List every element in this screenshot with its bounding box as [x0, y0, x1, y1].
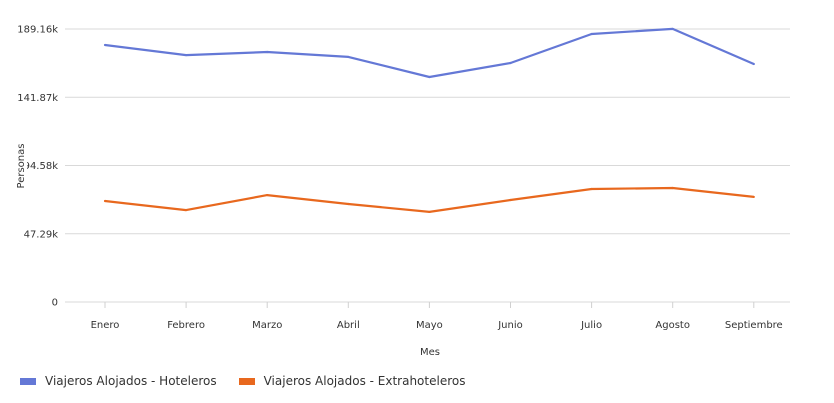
x-tick-label: Septiembre — [725, 320, 783, 331]
y-tick-label: 189.16k — [17, 25, 58, 36]
data-point — [266, 50, 269, 54]
x-tick-label: Marzo — [252, 320, 282, 331]
data-point — [103, 43, 107, 47]
data-point — [590, 32, 593, 36]
data-point — [185, 53, 188, 57]
series-line-hoteleros — [104, 27, 755, 79]
x-tick-label: Mayo — [416, 320, 443, 331]
data-point — [671, 186, 674, 190]
legend-item-hoteleros[interactable]: Viajeros Alojados - Hoteleros — [20, 374, 217, 388]
data-point — [509, 61, 512, 65]
y-axis-tick-labels: 0 47.29k 94.58k 141.87k 189.16k — [17, 25, 58, 309]
y-tick-label: 47.29k — [24, 229, 59, 240]
legend: Viajeros Alojados - Hoteleros Viajeros A… — [20, 374, 487, 388]
data-point — [671, 27, 674, 31]
data-point — [266, 193, 269, 197]
x-tick-label: Febrero — [167, 320, 205, 331]
x-tick-label: Junio — [497, 320, 523, 331]
data-point — [752, 62, 755, 66]
gridlines — [65, 28, 790, 303]
legend-item-extrahoteleros[interactable]: Viajeros Alojados - Extrahoteleros — [238, 374, 466, 388]
legend-label-extrahoteleros: Viajeros Alojados - Extrahoteleros — [263, 374, 466, 388]
y-tick-label: 0 — [52, 298, 58, 309]
x-axis — [104, 302, 755, 308]
data-point — [509, 198, 512, 202]
data-point — [185, 208, 188, 212]
data-point — [752, 195, 755, 199]
data-point — [428, 210, 431, 214]
legend-swatch-hoteleros — [20, 377, 36, 385]
x-tick-label: Julio — [580, 320, 602, 331]
y-axis-title: Personas — [16, 144, 27, 189]
series-lines — [103, 27, 755, 214]
x-tick-label: Abril — [337, 320, 360, 331]
y-tick-label: 141.87k — [17, 93, 58, 104]
series-line-extrahoteleros — [104, 186, 754, 213]
line-chart: 0 47.29k 94.58k 141.87k 189.16k Enero Febrero… — [16, 25, 790, 358]
x-tick-label: Enero — [91, 320, 120, 331]
data-point — [347, 202, 350, 206]
legend-swatch-extrahoteleros — [238, 377, 255, 385]
data-point — [347, 55, 350, 59]
x-axis-title: Mes — [420, 347, 440, 358]
data-point — [590, 187, 593, 191]
y-axis-title-background — [16, 142, 27, 190]
y-tick-label: 94.58k — [24, 161, 59, 172]
x-axis-tick-labels: Enero Febrero Marzo Abril Mayo Junio Julio Agos… — [91, 320, 783, 331]
x-tick-label: Agosto — [655, 320, 690, 331]
data-point — [428, 75, 431, 79]
data-point — [103, 199, 107, 203]
legend-label-hoteleros: Viajeros Alojados - Hoteleros — [45, 374, 217, 388]
